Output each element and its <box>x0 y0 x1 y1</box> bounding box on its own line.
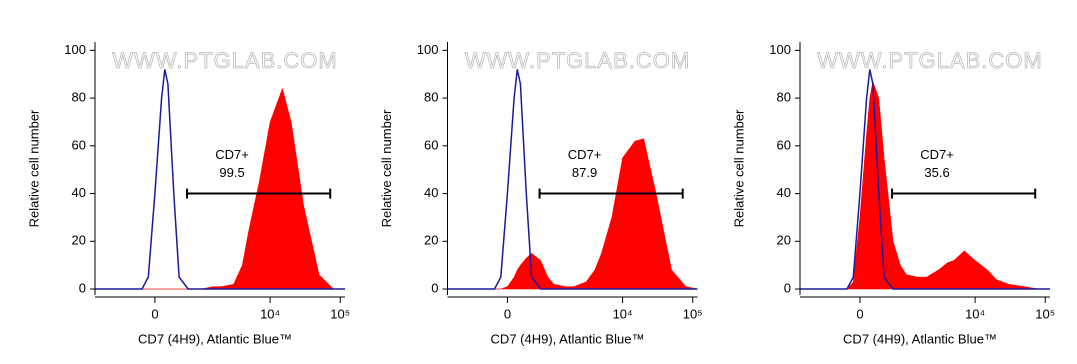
y-tick-label: 20 <box>72 233 86 248</box>
y-axis-label: Relative cell number <box>731 109 746 227</box>
gate-value: 99.5 <box>219 165 244 180</box>
x-tick-label: 0 <box>151 306 158 321</box>
y-tick-label: 60 <box>424 137 438 152</box>
y-tick-label: 80 <box>424 90 438 105</box>
y-tick-label: 40 <box>72 185 86 200</box>
watermark: WWW.PTGLAB.COM <box>112 48 337 73</box>
x-tick-label: 0 <box>856 306 863 321</box>
y-tick-label: 100 <box>417 42 439 57</box>
y-tick-label: 100 <box>64 42 86 57</box>
y-tick-label: 40 <box>777 185 791 200</box>
panel: WWW.PTGLAB.COM 0 20 40 60 80 100 0 10⁴ 10⁵ CD7 (4H… <box>379 42 703 347</box>
histogram-line <box>800 69 1050 290</box>
y-tick-label: 0 <box>79 280 86 295</box>
y-axis-label: Relative cell number <box>379 109 394 227</box>
panel: WWW.PTGLAB.COM 0 20 40 60 80 100 0 10⁴ 10⁵ CD7 (4H… <box>731 42 1055 347</box>
x-tick-label: 0 <box>504 306 511 321</box>
histogram-area <box>447 138 698 290</box>
y-tick-label: 100 <box>769 42 791 57</box>
y-tick-label: 0 <box>431 280 438 295</box>
x-axis-label: CD7 (4H9), Atlantic Blue™ <box>138 331 292 346</box>
gate-label: CD7+ <box>920 147 954 162</box>
x-tick-label: 10⁴ <box>613 306 633 321</box>
x-tick-label: 10⁵ <box>330 306 350 321</box>
gate-value: 35.6 <box>924 165 949 180</box>
gate-value: 87.9 <box>572 165 597 180</box>
y-tick-label: 80 <box>72 90 86 105</box>
gate-label: CD7+ <box>568 147 602 162</box>
y-tick-label: 80 <box>777 90 791 105</box>
x-tick-label: 10⁵ <box>683 306 703 321</box>
histogram-area <box>799 80 1051 290</box>
x-axis-label: CD7 (4H9), Atlantic Blue™ <box>843 331 997 346</box>
gate-label: CD7+ <box>215 147 249 162</box>
x-axis-label: CD7 (4H9), Atlantic Blue™ <box>491 331 645 346</box>
histogram-line <box>447 69 698 290</box>
panel: WWW.PTGLAB.COM 0 20 40 60 80 100 0 10⁴ 10⁵ CD7 (4H… <box>26 42 350 347</box>
watermark: WWW.PTGLAB.COM <box>465 48 690 73</box>
y-tick-label: 20 <box>777 233 791 248</box>
y-tick-label: 60 <box>777 137 791 152</box>
y-axis-label: Relative cell number <box>26 109 41 227</box>
y-tick-label: 0 <box>784 280 791 295</box>
y-tick-label: 60 <box>72 137 86 152</box>
histogram-area <box>94 87 346 290</box>
x-tick-label: 10⁵ <box>1035 306 1055 321</box>
y-tick-label: 20 <box>424 233 438 248</box>
x-tick-label: 10⁴ <box>965 306 985 321</box>
histogram-line <box>95 69 345 290</box>
y-tick-label: 40 <box>424 185 438 200</box>
x-tick-label: 10⁴ <box>260 306 280 321</box>
watermark: WWW.PTGLAB.COM <box>817 48 1042 73</box>
